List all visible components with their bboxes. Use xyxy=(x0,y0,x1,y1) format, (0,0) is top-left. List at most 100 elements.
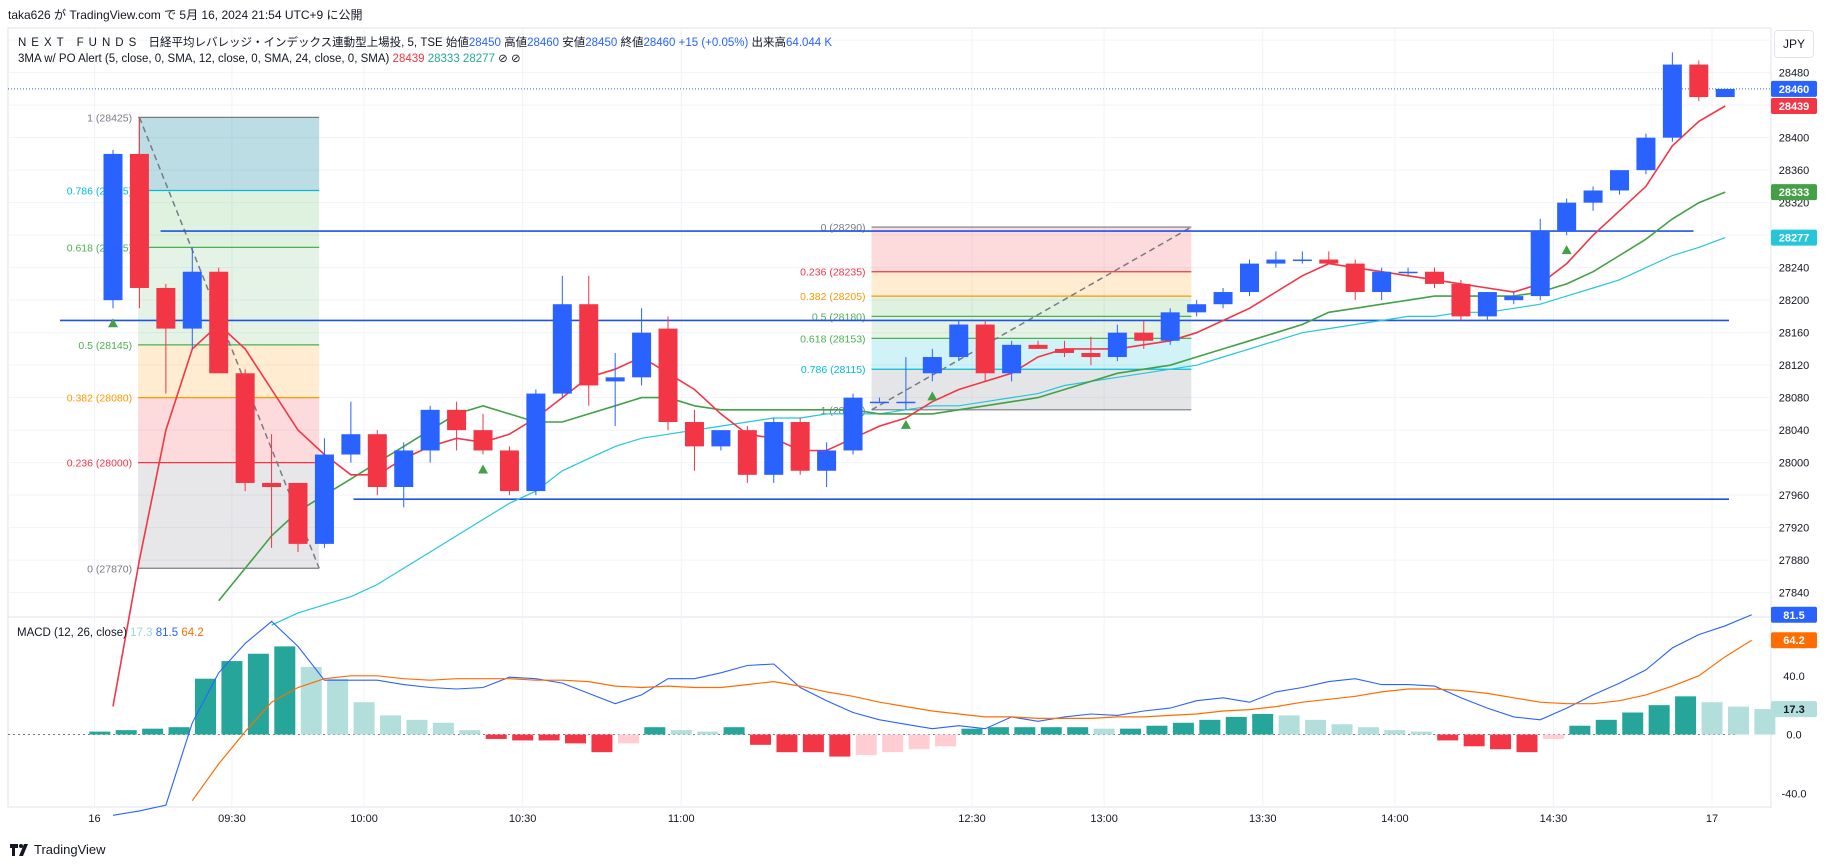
fib2-level-label: 0.5 (28180) xyxy=(812,311,866,323)
price-tick-label: 28040 xyxy=(1779,425,1810,437)
ma12-value: 28333 xyxy=(427,53,460,65)
alert-triangle-icon xyxy=(1561,245,1572,255)
price-tick-label: 28000 xyxy=(1779,458,1810,470)
macd-histogram-bar xyxy=(1648,705,1670,735)
candle-body xyxy=(235,373,255,483)
candle-body xyxy=(1372,271,1392,293)
fib1-level-label: 0.236 (28000) xyxy=(67,458,132,470)
price-tick-label: 28160 xyxy=(1779,328,1810,340)
macd-histogram-bar xyxy=(802,734,824,753)
fib1-zone xyxy=(138,190,320,248)
candle-body xyxy=(1557,202,1577,232)
candle xyxy=(1081,336,1101,366)
macd-histogram-bar xyxy=(1727,706,1749,735)
fib2-zone xyxy=(871,369,1192,410)
candle xyxy=(1715,88,1735,98)
candle xyxy=(843,393,863,455)
macd-tag: 81.5 xyxy=(1783,610,1804,622)
candle-body xyxy=(499,450,519,492)
time-tick-label: 14:00 xyxy=(1381,813,1409,825)
candle xyxy=(632,308,652,386)
price-tick-label: 27840 xyxy=(1779,588,1810,600)
macd-histogram-bar xyxy=(195,678,217,735)
macd-tick-label: 40.0 xyxy=(1783,671,1804,683)
fib2-level-label: 0.236 (28235) xyxy=(800,267,865,279)
macd-histogram-bar xyxy=(1622,712,1644,735)
macd-histogram-bar xyxy=(1569,725,1591,735)
macd-histogram-bar xyxy=(485,734,507,739)
candle xyxy=(103,149,123,309)
macd-histogram-bar xyxy=(987,727,1009,735)
candle-body xyxy=(1213,292,1233,305)
volume-label: 出来高 xyxy=(751,37,787,49)
candle xyxy=(1292,251,1312,264)
time-tick-label: 10:00 xyxy=(350,813,378,825)
macd-line xyxy=(112,614,1752,816)
candle-body xyxy=(975,324,995,374)
macd-histogram-bar xyxy=(1701,702,1723,735)
candle-body xyxy=(1292,259,1312,262)
candle xyxy=(790,417,810,475)
candle xyxy=(1583,186,1603,211)
candle xyxy=(1213,287,1233,309)
time-tick-label: 09:30 xyxy=(218,813,246,825)
candle-body xyxy=(896,401,916,404)
macd-histogram-bar xyxy=(380,715,402,735)
ma5-value: 28439 xyxy=(392,53,425,65)
candle-body xyxy=(949,324,969,358)
fib1-level-label: 0 (27870) xyxy=(87,563,132,575)
candle-body xyxy=(684,422,704,447)
macd-tag-bg xyxy=(1771,632,1817,649)
candle xyxy=(526,389,546,496)
candle-body xyxy=(1002,344,1022,374)
fib1-zone xyxy=(138,344,320,398)
candle-body xyxy=(1081,352,1101,358)
candle xyxy=(1160,308,1180,345)
macd-histogram-bar xyxy=(670,730,692,735)
candle-body xyxy=(1689,64,1709,98)
macd-histogram-bar xyxy=(1463,734,1485,747)
macd-legend[interactable]: MACD (12, 26, close) 17.3 81.5 64.2 xyxy=(17,627,204,639)
macd-hist-value: 17.3 xyxy=(130,627,153,639)
tradingview-brand[interactable]: TradingView xyxy=(10,842,106,857)
ma-legend[interactable]: 3MA w/ PO Alert (5, close, 0, SMA, 12, c… xyxy=(18,51,521,65)
macd-histogram-bar xyxy=(908,734,930,750)
candle-body xyxy=(314,454,334,544)
macd-histogram-bar xyxy=(1542,734,1564,739)
fib1-zone xyxy=(138,117,320,191)
candle xyxy=(499,446,519,496)
time-tick-label: 13:30 xyxy=(1249,813,1277,825)
candle-body xyxy=(341,434,361,455)
candle-body xyxy=(1266,259,1286,264)
fib1-level-label: 0.382 (28080) xyxy=(67,393,132,405)
candle xyxy=(314,438,334,548)
candle xyxy=(1134,320,1154,349)
macd-histogram-bar xyxy=(300,666,322,735)
candle xyxy=(605,352,625,427)
price-tick-label: 28480 xyxy=(1779,68,1810,80)
fib2-zone xyxy=(871,271,1192,297)
macd-histogram-bar xyxy=(459,730,481,735)
candle-body xyxy=(790,422,810,471)
macd-histogram-bar xyxy=(1305,719,1327,735)
candle xyxy=(447,401,467,451)
candle-body xyxy=(1636,137,1656,171)
price-tick-label: 27920 xyxy=(1779,523,1810,535)
currency-button[interactable]: JPY xyxy=(1774,30,1814,58)
fib2-level-label: 0.786 (28115) xyxy=(801,364,866,376)
candle xyxy=(1028,340,1048,349)
candle-body xyxy=(103,153,123,301)
candle xyxy=(1002,340,1022,382)
price-tick-label: 28120 xyxy=(1779,360,1810,372)
ma-status-icons: ⊘ ⊘ xyxy=(498,53,521,65)
candle xyxy=(737,426,757,483)
price-tick-label: 27960 xyxy=(1779,490,1810,502)
macd-histogram-bar xyxy=(538,734,560,741)
price-tick-label: 28200 xyxy=(1779,295,1810,307)
candle-body xyxy=(764,422,784,475)
time-tick-label: 12:30 xyxy=(958,813,986,825)
macd-signal-line xyxy=(191,639,1753,802)
macd-tick-label: -40.0 xyxy=(1781,788,1806,800)
symbol-legend[interactable]: NEXT FUNDS 日経平均レバレッジ・インデックス連動型上場投, 5, TS… xyxy=(18,34,832,50)
